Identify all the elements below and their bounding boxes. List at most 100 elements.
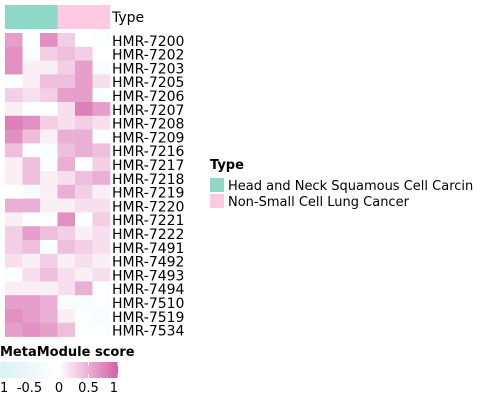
row-label: HMR-7510 [112,296,184,312]
heatmap-cell [40,198,58,213]
heatmap-cell [92,281,111,296]
heatmap-cell [22,281,41,296]
heatmap-cell [22,74,41,89]
heatmap-cell [92,60,111,75]
heatmap-cell [40,240,58,255]
heatmap-cell [22,267,41,282]
legend-entry: Head and Neck Squamous Cell Carcin [228,179,473,194]
row-label: HMR-7221 [112,213,184,229]
heatmap-cell [57,115,76,130]
row-label: HMR-7205 [112,75,184,91]
row-label: HMR-7492 [112,255,184,271]
heatmap-cell [5,157,23,172]
heatmap-cell [22,240,41,255]
heatmap-cell [92,46,111,61]
heatmap-cell [22,226,41,241]
heatmap-cell [75,171,93,186]
heatmap-cell [75,88,93,103]
row-label: HMR-7206 [112,89,185,105]
heatmap-cell [40,33,58,48]
heatmap-cell [75,322,93,337]
annotation-group-1 [57,5,110,29]
heatmap-cell [5,88,23,103]
heatmap-cell [75,253,93,268]
row-label: HMR-7534 [112,324,185,340]
heatmap-cell [75,198,93,213]
heatmap-cell [92,240,111,255]
heatmap-cell [22,212,41,227]
heatmap-cell [57,212,76,227]
heatmap-cell [75,157,93,172]
heatmap-cell [40,212,58,227]
heatmap-cell [5,60,23,75]
heatmap-cell [57,309,76,324]
heatmap-cell [40,226,58,241]
heatmap-cell [75,143,93,158]
heatmap-cell [92,184,111,199]
heatmap-cell [22,143,41,158]
heatmap-cell [57,60,76,75]
heatmap-cell [57,129,76,144]
heatmap-cell [40,281,58,296]
heatmap-cell [57,240,76,255]
heatmap-cell [5,74,23,89]
heatmap-cell [57,267,76,282]
heatmap-cell [75,212,93,227]
heatmap-cell [92,33,111,48]
heatmap-cell [22,198,41,213]
heatmap-cell [5,184,23,199]
heatmap-cell [75,309,93,324]
heatmap-cell [5,33,23,48]
heatmap-cell [92,212,111,227]
heatmap-cell [57,102,76,117]
heatmap-cell [40,267,58,282]
annotation-bar [5,5,110,29]
colorbar-tick-label: 0 [55,381,63,396]
colorbar-tick-label: 1 [110,381,118,396]
heatmap-cells [5,33,111,337]
heatmap-cell [75,74,93,89]
heatmap-cell [40,253,58,268]
heatmap-cell [57,226,76,241]
heatmap-cell [5,322,23,337]
heatmap-cell [57,281,76,296]
heatmap-cell [5,171,23,186]
heatmap-cell [40,309,58,324]
row-label: HMR-7209 [112,130,184,146]
heatmap-cell [92,295,111,310]
legend-entry: Non-Small Cell Lung Cancer [228,195,410,210]
heatmap-cell [22,33,41,48]
heatmap-cell [22,253,41,268]
heatmap-cell [92,74,111,89]
annotation-group-0 [5,5,58,29]
heatmap-cell [22,102,41,117]
heatmap-cell [22,184,41,199]
annotation-title: Type [111,10,144,26]
heatmap-cell [92,253,111,268]
heatmap-cell [40,74,58,89]
heatmap-cell [5,281,23,296]
row-label: HMR-7217 [112,158,184,174]
heatmap-cell [75,240,93,255]
heatmap-cell [22,88,41,103]
heatmap-cell [5,46,23,61]
heatmap-cell [5,295,23,310]
heatmap-cell [92,102,111,117]
row-label: HMR-7491 [112,241,184,257]
heatmap-cell [5,226,23,241]
heatmap-cell [5,212,23,227]
row-label: HMR-7207 [112,103,184,119]
row-label: HMR-7519 [112,310,184,326]
row-label: HMR-7494 [112,282,185,298]
heatmap-cell [57,295,76,310]
heatmap-cell [22,60,41,75]
heatmap-cell [92,115,111,130]
heatmap-cell [5,143,23,158]
row-label: HMR-7218 [112,172,184,188]
heatmap-cell [40,171,58,186]
heatmap-cell [40,143,58,158]
heatmap-cell [92,129,111,144]
heatmap-cell [92,226,111,241]
heatmap-cell [40,295,58,310]
heatmap-cell [5,240,23,255]
